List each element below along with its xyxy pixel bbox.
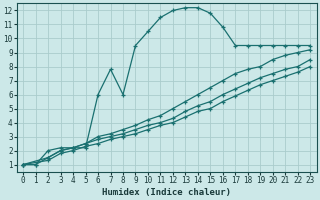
X-axis label: Humidex (Indice chaleur): Humidex (Indice chaleur) bbox=[102, 188, 231, 197]
